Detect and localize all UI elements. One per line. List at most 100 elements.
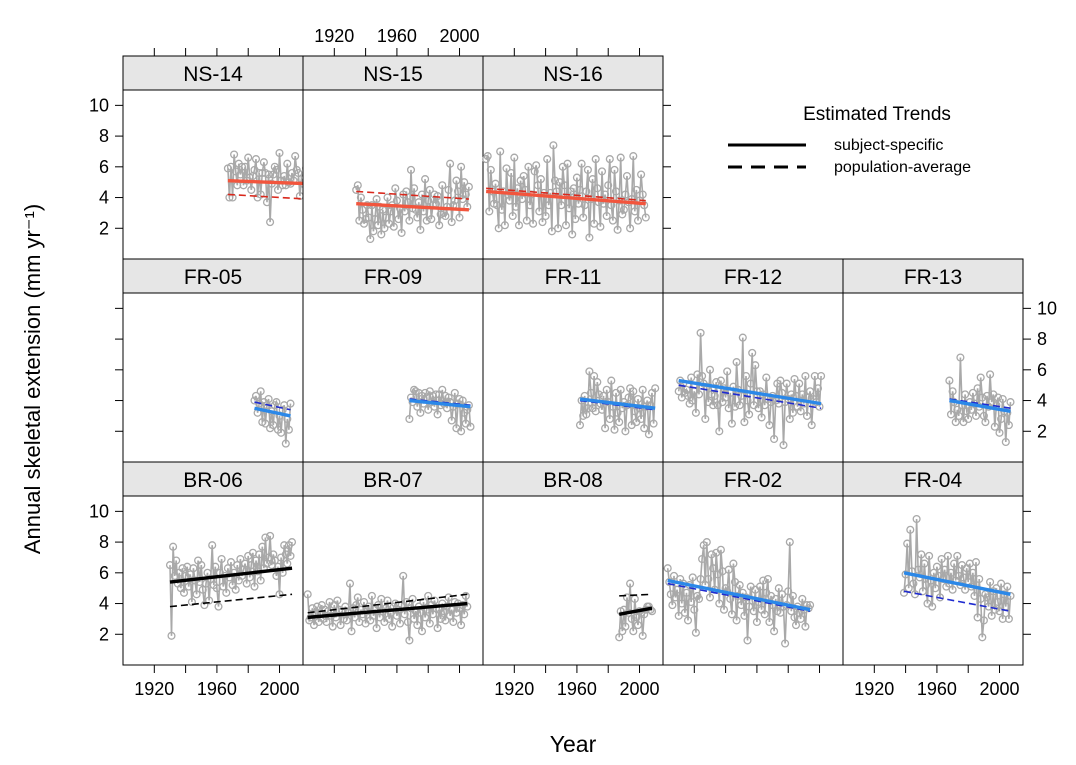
- data-point-br-07: [347, 627, 356, 636]
- data-point-ns-16: [626, 224, 635, 233]
- data-point-fr-02: [673, 585, 682, 594]
- data-point-fr-02: [683, 616, 693, 625]
- data-point-fr-09: [431, 390, 441, 399]
- data-point-ns-16: [554, 224, 563, 233]
- data-point-ns-16: [630, 207, 639, 216]
- x-tick-label: 2000: [979, 679, 1019, 699]
- data-point-br-06: [255, 550, 264, 559]
- data-point-fr-04: [914, 565, 923, 574]
- data-point-fr-04: [978, 633, 987, 642]
- data-point-fr-04: [968, 568, 977, 577]
- data-point-ns-15: [356, 193, 365, 202]
- data-point-fr-12: [762, 373, 771, 382]
- data-point-fr-12: [701, 414, 710, 424]
- data-point-ns-15: [417, 190, 427, 199]
- data-point-ns-15: [372, 195, 381, 204]
- data-point-ns-16: [580, 201, 589, 210]
- trend-subject-specific-fr-04: [903, 571, 1011, 596]
- data-point-ns-16: [632, 185, 641, 194]
- data-point-br-06: [231, 585, 240, 594]
- data-point-ns-16: [524, 162, 533, 171]
- data-point-ns-14: [280, 171, 289, 181]
- data-point-fr-04: [973, 613, 982, 622]
- legend: Estimated Trends subject-specific popula…: [728, 104, 971, 176]
- data-point-fr-04: [970, 591, 979, 600]
- data-point-ns-14: [226, 162, 236, 171]
- data-point-br-06: [256, 576, 265, 585]
- y-tick-label: 2: [99, 624, 109, 644]
- data-point-ns-16: [608, 216, 617, 225]
- data-point-fr-12: [746, 379, 755, 388]
- data-point-ns-16: [585, 233, 594, 242]
- trend-subject-specific-br-08: [618, 606, 653, 616]
- data-point-br-07: [430, 596, 439, 605]
- data-point-fr-02: [688, 573, 697, 582]
- data-point-ns-16: [638, 190, 647, 199]
- data-point-fr-02: [770, 627, 779, 636]
- data-point-ns-15: [464, 182, 473, 191]
- data-point-br-07: [402, 597, 411, 607]
- data-point-ns-15: [425, 185, 434, 194]
- data-point-fr-13: [995, 428, 1004, 437]
- data-point-br-06: [287, 538, 297, 547]
- data-point-br-07: [345, 579, 355, 588]
- panel-title-fr-04: FR-04: [904, 469, 963, 492]
- panel-br-06: BR-06: [122, 461, 304, 666]
- data-point-ns-15: [394, 215, 403, 224]
- trend-subject-specific-fr-11: [579, 397, 656, 410]
- data-point-fr-12: [796, 407, 805, 416]
- data-point-fr-12: [694, 390, 704, 399]
- data-point-fr-04: [982, 593, 992, 602]
- data-point-br-06: [189, 564, 198, 573]
- data-point-fr-09: [458, 396, 467, 405]
- panel-fr-11: FR-11: [482, 258, 664, 463]
- data-point-ns-16: [601, 190, 610, 199]
- data-point-ns-16: [535, 207, 544, 216]
- trend-subject-specific-fr-09: [409, 398, 471, 409]
- data-point-fr-02: [784, 587, 793, 596]
- data-point-ns-15: [447, 218, 456, 227]
- data-point-ns-15: [353, 181, 362, 190]
- trend-population-average-fr-04: [903, 590, 1011, 613]
- x-tick-label: 2000: [259, 679, 299, 699]
- panel-title-fr-12: FR-12: [724, 266, 782, 289]
- data-point-ns-15: [406, 165, 416, 174]
- data-point-fr-09: [416, 408, 425, 417]
- data-point-ns-14: [275, 148, 284, 158]
- data-point-ns-15: [416, 225, 425, 234]
- panel-title-fr-02: FR-02: [724, 469, 782, 492]
- data-point-fr-12: [696, 328, 705, 337]
- data-point-fr-04: [943, 551, 952, 560]
- data-point-br-07: [333, 596, 342, 605]
- series-line-fr-11: [579, 371, 656, 435]
- data-point-br-06: [251, 556, 261, 565]
- data-point-fr-12: [770, 434, 779, 444]
- panel-plot-area-br-07: [302, 495, 484, 666]
- data-point-fr-12: [802, 411, 812, 420]
- data-point-ns-16: [583, 165, 592, 174]
- data-point-ns-16: [604, 181, 613, 190]
- panel-fr-09: FR-09: [302, 258, 484, 463]
- panel-ns-15: NS-15: [302, 55, 484, 260]
- data-point-br-06: [247, 561, 256, 570]
- panel-plot-area-fr-13: [842, 292, 1024, 463]
- data-point-ns-14: [262, 198, 272, 207]
- data-point-ns-15: [377, 230, 386, 239]
- data-point-br-07: [410, 614, 419, 623]
- data-point-fr-12: [730, 402, 740, 411]
- data-point-fr-13: [945, 376, 954, 385]
- y-tick-label: 6: [99, 563, 109, 583]
- panel-title-ns-14: NS-14: [183, 63, 243, 86]
- data-point-br-06: [192, 590, 201, 599]
- data-point-fr-12: [813, 384, 823, 393]
- data-point-ns-16: [511, 202, 520, 211]
- data-point-fr-12: [740, 418, 749, 427]
- data-point-fr-11: [605, 414, 614, 424]
- data-point-fr-04: [920, 559, 929, 568]
- data-point-fr-12: [785, 414, 794, 424]
- data-point-br-07: [417, 627, 427, 636]
- data-point-ns-15: [455, 213, 464, 222]
- data-point-fr-04: [928, 602, 937, 611]
- panel-strip-fr-05: [122, 258, 304, 294]
